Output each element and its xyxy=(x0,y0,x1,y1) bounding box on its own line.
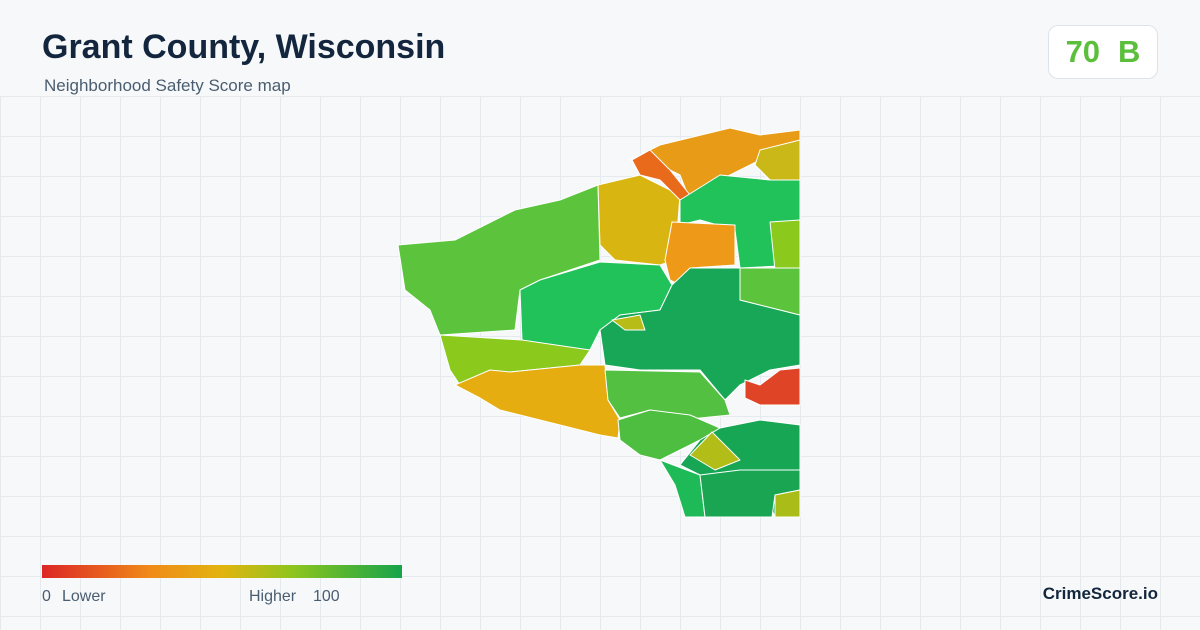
legend-min-label: Lower xyxy=(62,588,106,605)
score-value: 70 xyxy=(1065,34,1101,69)
score-badge: 70 B xyxy=(1048,25,1158,79)
legend-min: 0 xyxy=(42,588,51,605)
region xyxy=(774,489,801,518)
subtitle: Neighborhood Safety Score map xyxy=(44,76,291,95)
region xyxy=(739,267,801,316)
region xyxy=(769,219,801,271)
legend-max-label: Higher xyxy=(249,588,297,605)
regions xyxy=(397,127,801,518)
region xyxy=(744,367,801,406)
region xyxy=(689,431,741,471)
region xyxy=(599,267,801,401)
legend-gradient xyxy=(42,565,402,578)
region xyxy=(611,314,646,331)
title: Grant County, Wisconsin xyxy=(42,28,446,66)
brand: CrimeScore.io xyxy=(1042,584,1158,603)
legend-max: 100 xyxy=(313,588,340,605)
region xyxy=(454,364,621,439)
score-grade: B xyxy=(1118,34,1141,69)
region xyxy=(659,459,706,518)
